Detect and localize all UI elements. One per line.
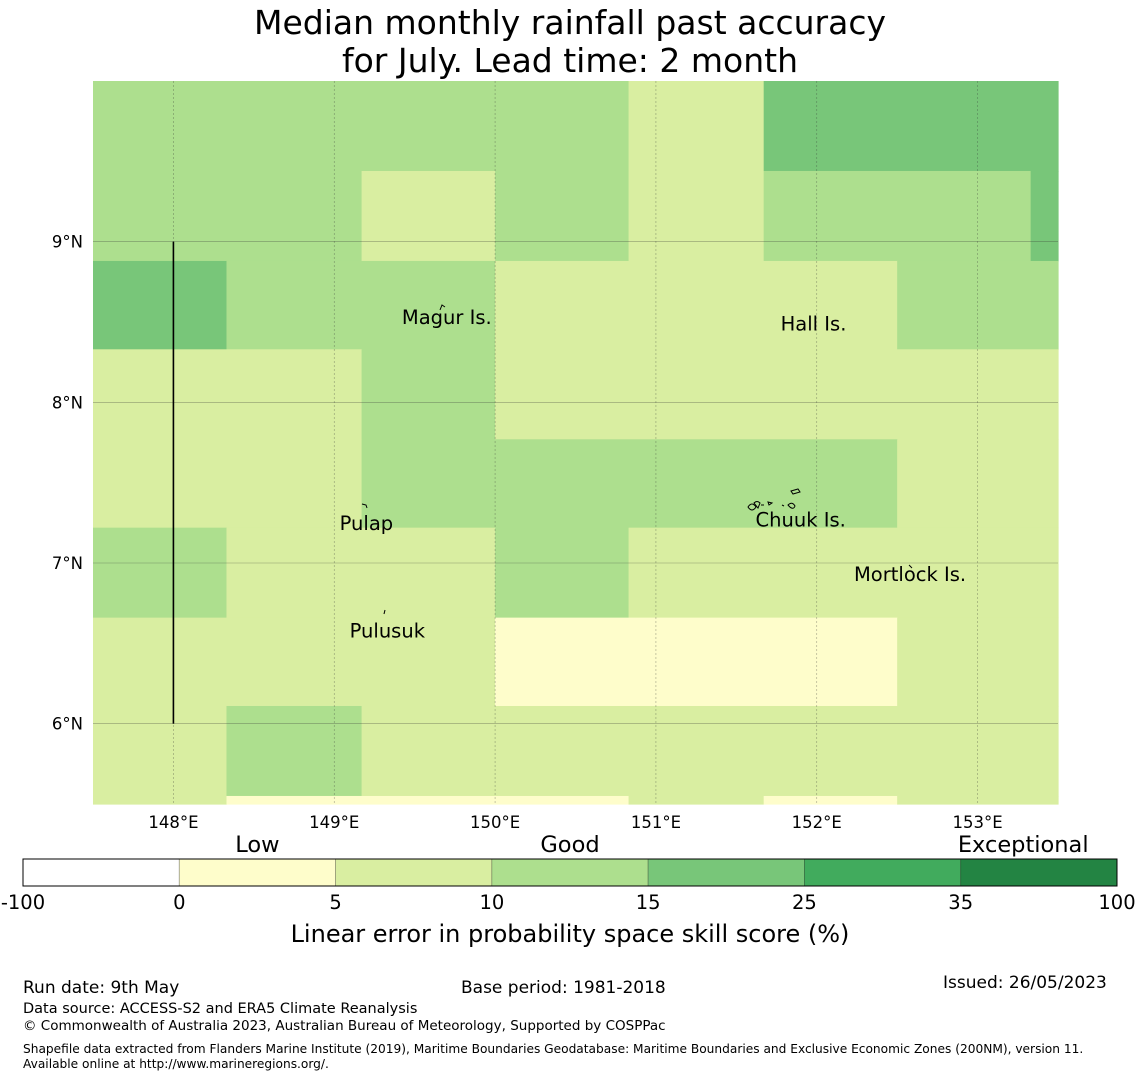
- map-figure: Magur Is. Hall Is. Pulap Chuuk Is. Mortlock …: [1, 81, 1136, 948]
- base-period: Base period: 1981-2018: [461, 978, 666, 998]
- lon-tick-label: 153°E: [952, 813, 1002, 832]
- pulap-island-shape: [361, 503, 368, 509]
- lon-tick-label: 152°E: [792, 813, 842, 832]
- lat-tick-label: 6°N: [52, 715, 83, 734]
- colorbar-tick-label: 15: [636, 891, 661, 914]
- colorbar-swatch: [178, 858, 336, 887]
- colorbar-category-labels: Low Good Exceptional: [235, 832, 1088, 858]
- place-label: Chuuk Is.: [756, 509, 846, 532]
- lon-tick-label: 150°E: [470, 813, 520, 832]
- grid-cell-r5-c1: [226, 527, 496, 619]
- category-label: Good: [540, 832, 599, 858]
- grid-cell-r2-c2: [495, 260, 898, 350]
- grid-cell-r1-c3: [628, 170, 765, 262]
- colorbar-title: Linear error in probability space skill …: [291, 920, 850, 948]
- grid-cell-r8-c2: [628, 795, 765, 805]
- category-label: Exceptional: [958, 832, 1089, 858]
- grid-cell-r1-c1: [361, 170, 496, 262]
- place-label: Magur Is.: [402, 306, 492, 329]
- grid-cell-r1-c0: [93, 170, 363, 262]
- chuuk-island-shape-3: [767, 501, 774, 506]
- chuuk-island-shape-2: [753, 501, 761, 509]
- grid-cell-r6-c1: [495, 617, 898, 707]
- grid-cell-r8-c3: [763, 795, 898, 805]
- mortlock-island-shape: [908, 564, 913, 569]
- place-label: Mortlock Is.: [854, 563, 966, 586]
- lat-tick-label: 8°N: [52, 393, 83, 412]
- issued-date: Issued: 26/05/2023: [943, 973, 1107, 993]
- title-line-2: for July. Lead time: 2 month: [341, 41, 798, 80]
- grid-cell-r4-c1: [361, 439, 898, 529]
- grid-cell-r0-c1: [628, 81, 765, 172]
- grid-cell-r3-c1: [361, 349, 496, 440]
- chuuk-island-shape-6: [790, 488, 801, 495]
- grid-cell-r5-c2: [495, 527, 630, 619]
- grid-cell-r0-c0: [93, 81, 630, 172]
- grid-cell-r8-c0: [93, 795, 228, 805]
- map-title: Median monthly rainfall past accuracy fo…: [0, 4, 1140, 80]
- grid-cell-r7-c0: [93, 705, 228, 797]
- grid-cell-r7-c1: [226, 705, 363, 797]
- grid-cell-r6-c0: [93, 617, 496, 707]
- pulusuk-island-shape: [383, 609, 386, 615]
- lon-tick-label: 149°E: [309, 813, 359, 832]
- map-features: [172, 241, 913, 724]
- grid-cell-r1-c4: [763, 170, 1032, 262]
- colorbar-outline: [22, 858, 1118, 887]
- colorbar-tick-label: 10: [479, 891, 504, 914]
- colorbar-swatch: [804, 858, 962, 887]
- shapefile-credit: Shapefile data extracted from Flanders M…: [23, 1042, 1084, 1071]
- title-line-1: Median monthly rainfall past accuracy: [253, 3, 887, 42]
- colorbar-tick-label: 5: [329, 891, 341, 914]
- category-label: Low: [235, 832, 279, 858]
- grid-cell-r0-c2: [763, 81, 1059, 172]
- colorbar-swatch: [647, 858, 805, 887]
- grid-cell-r5-c0: [93, 527, 228, 619]
- grid-cell-r2-c1: [226, 260, 496, 350]
- lat-tick-label: 9°N: [52, 233, 83, 252]
- place-label: Hall Is.: [781, 313, 847, 336]
- colorbar-swatch: [335, 858, 493, 887]
- grid-cell-r6-c2: [897, 617, 1059, 707]
- grid-cell-r1-c5: [1030, 170, 1059, 262]
- colorbar-tick-label: 35: [948, 891, 973, 914]
- chuuk-island-shape-4: [781, 504, 785, 507]
- chuuk-island-shape-1: [747, 503, 757, 511]
- colorbar: -100 0 5 10 15 25 35 100 Low Good Exceptional Lin…: [1, 832, 1136, 948]
- grid-cell-r4-c2: [897, 439, 1059, 529]
- place-label: Pulap: [340, 512, 394, 535]
- islands: [361, 304, 913, 615]
- grid-cell-r8-c1: [226, 795, 630, 805]
- grid-cell-r2-c0: [93, 260, 228, 350]
- colorbar-tick-label: -100: [1, 891, 45, 914]
- magur-island-shape: [439, 304, 446, 311]
- lon-tick-label: 151°E: [631, 813, 681, 832]
- colorbar-tick-label: 100: [1098, 891, 1135, 914]
- grid-cell-r7-c2: [361, 705, 1059, 797]
- grid-cell-r3-c0: [93, 349, 363, 440]
- grid-cell-r1-c2: [495, 170, 630, 262]
- colorbar-swatch: [491, 858, 649, 887]
- chuuk-island-shape-5: [787, 502, 796, 509]
- place-label: Pulusuk: [350, 619, 426, 642]
- axis-tick-labels: 148°E 149°E 150°E 151°E 152°E 153°E 6°N 7°N 8°N 9…: [52, 233, 1003, 832]
- grid-cell-r2-c3: [897, 260, 1059, 350]
- run-date: Run date: 9th May: [23, 978, 180, 998]
- lon-tick-label: 148°E: [148, 813, 198, 832]
- copyright: © Commonwealth of Australia 2023, Austra…: [23, 1018, 666, 1034]
- place-labels: Magur Is. Hall Is. Pulap Chuuk Is. Mortlock …: [340, 306, 966, 642]
- skill-grid: [93, 81, 1059, 805]
- data-source: Data source: ACCESS-S2 and ERA5 Climate …: [23, 1001, 418, 1017]
- colorbar-tick-label: 25: [792, 891, 817, 914]
- colorbar-tick-labels: -100 0 5 10 15 25 35 100: [1, 891, 1136, 914]
- colorbar-tick-label: 0: [173, 891, 185, 914]
- grid-cell-r3-c2: [495, 349, 1059, 440]
- grid-cell-r5-c3: [628, 527, 1059, 619]
- colorbar-swatch: [22, 858, 180, 887]
- grid-cell-r8-c4: [897, 795, 1059, 805]
- colorbar-swatches: [22, 858, 1118, 887]
- lat-tick-label: 7°N: [52, 554, 83, 573]
- grid-cell-r4-c0: [93, 439, 363, 529]
- colorbar-swatch: [960, 858, 1118, 887]
